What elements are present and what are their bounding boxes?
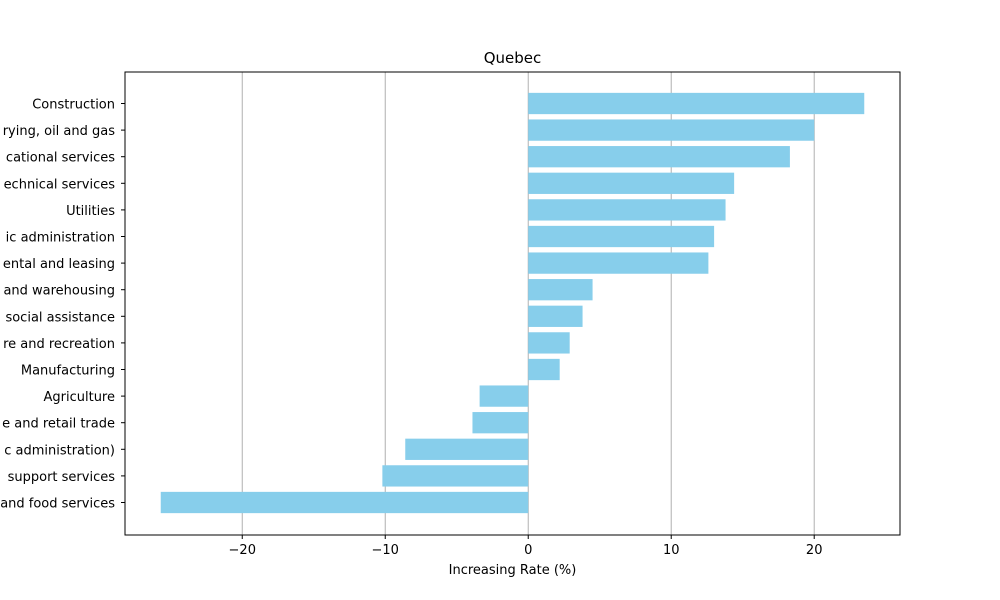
bar — [528, 332, 570, 354]
bar — [472, 412, 529, 434]
bar — [528, 92, 865, 115]
y-tick-label: ental and leasing — [3, 257, 115, 272]
y-axis-ticks: Construction rying, oil and gas cational s… — [0, 98, 125, 512]
bar — [479, 385, 529, 407]
y-tick-label: c administration) — [4, 443, 115, 458]
y-tick-label: Manufacturing — [21, 364, 115, 379]
bar — [528, 119, 815, 141]
y-tick-label: re and recreation — [3, 337, 115, 352]
y-tick-label: cational services — [6, 151, 115, 166]
y-tick-label: e and retail trade — [2, 417, 115, 432]
chart-title: Quebec — [484, 49, 542, 67]
x-axis-ticks: −20 −10 0 10 20 — [229, 535, 823, 558]
bar — [528, 358, 560, 381]
bar — [160, 491, 529, 514]
x-tick-label: 10 — [663, 543, 680, 558]
y-tick-label: and warehousing — [3, 284, 115, 299]
y-tick-label: ic administration — [6, 231, 115, 246]
x-tick-label: −20 — [229, 543, 256, 558]
bars — [160, 92, 865, 514]
y-tick-label: Utilities — [66, 204, 115, 219]
bar — [528, 225, 715, 248]
bar — [382, 465, 529, 487]
bar — [528, 305, 583, 327]
y-tick-label: support services — [8, 470, 116, 485]
bar — [405, 438, 529, 460]
bar — [528, 172, 735, 194]
x-axis-label: Increasing Rate (%) — [449, 563, 577, 578]
y-tick-label: echnical services — [4, 177, 116, 192]
y-tick-label: Construction — [32, 98, 115, 113]
bar — [528, 252, 709, 274]
y-tick-label: rying, oil and gas — [3, 124, 116, 139]
y-tick-label: Agriculture — [44, 390, 116, 405]
x-tick-label: 0 — [524, 543, 532, 558]
y-tick-label: social assistance — [5, 310, 115, 325]
bar — [528, 199, 726, 221]
plot-frame — [124, 71, 901, 536]
x-tick-label: −10 — [372, 543, 399, 558]
bar — [528, 279, 593, 301]
x-tick-label: 20 — [806, 543, 823, 558]
bar — [528, 146, 790, 168]
y-tick-label: and food services — [0, 497, 115, 512]
